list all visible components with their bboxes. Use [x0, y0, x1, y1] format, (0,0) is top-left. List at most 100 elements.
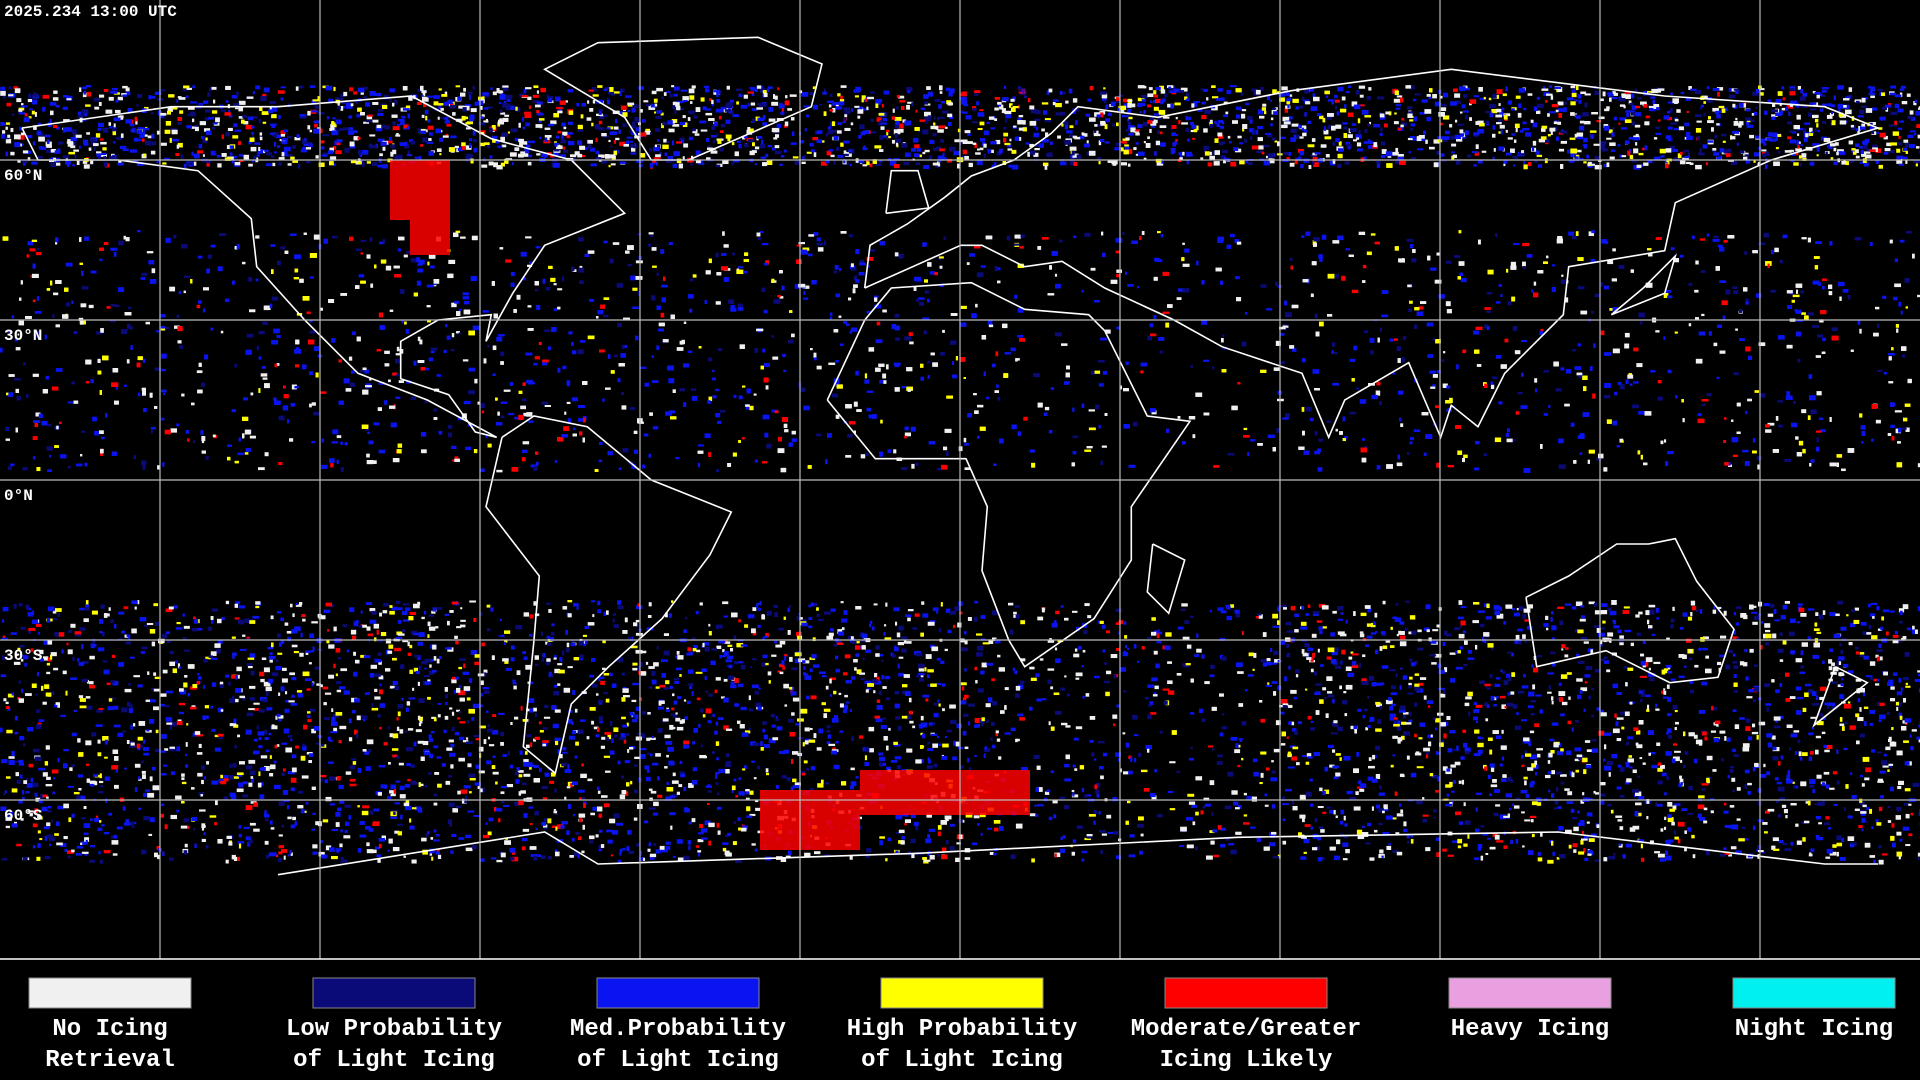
icing-pixel	[648, 105, 656, 110]
icing-pixel	[1762, 153, 1767, 158]
icing-pixel	[120, 133, 124, 138]
icing-pixel	[1203, 88, 1208, 92]
icing-pixel	[525, 122, 530, 127]
icing-pixel	[974, 90, 981, 94]
icing-pixel	[1381, 149, 1387, 154]
icing-pixel	[15, 427, 19, 433]
icing-pixel	[461, 146, 466, 150]
icing-pixel	[676, 100, 684, 104]
icing-pixel	[1437, 162, 1441, 167]
icing-pixel	[1103, 87, 1106, 90]
icing-pixel	[374, 92, 382, 97]
icing-pixel	[277, 145, 281, 148]
icing-pixel	[1701, 403, 1707, 407]
icing-pixel	[840, 142, 844, 147]
icing-pixel	[1604, 108, 1610, 112]
icing-pixel	[875, 99, 882, 103]
icing-pixel	[75, 134, 82, 138]
icing-pixel	[1861, 97, 1866, 103]
icing-pixel	[1811, 131, 1814, 135]
icing-pixel	[58, 141, 64, 145]
icing-pixel	[1882, 106, 1888, 111]
icing-pixel	[1245, 102, 1250, 106]
icing-pixel	[1489, 103, 1496, 109]
icing-pixel	[1606, 162, 1610, 168]
icing-pixel	[672, 120, 675, 124]
icing-pixel	[754, 89, 759, 92]
icing-pixel	[1683, 149, 1690, 153]
icing-pixel	[1594, 164, 1602, 170]
icing-pixel	[1154, 151, 1157, 156]
icing-pixel	[500, 136, 505, 142]
icing-pixel	[1797, 147, 1800, 152]
icing-pixel	[1054, 273, 1058, 277]
icing-pixel	[1624, 332, 1630, 338]
icing-pixel	[639, 153, 646, 158]
icing-pixel	[571, 342, 574, 346]
icing-pixel	[1045, 132, 1049, 138]
icing-pixel	[1604, 125, 1610, 131]
icing-pixel	[1264, 132, 1272, 135]
icing-pixel	[1044, 406, 1050, 411]
icing-pixel	[77, 111, 82, 115]
icing-pixel	[1359, 399, 1367, 404]
icing-pixel	[554, 141, 557, 144]
icing-pixel	[843, 150, 847, 154]
icing-pixel	[1663, 115, 1670, 120]
icing-pixel	[568, 121, 574, 125]
icing-pixel	[1187, 116, 1192, 120]
icing-pixel	[1140, 370, 1144, 374]
icing-pixel	[1367, 123, 1371, 127]
icing-pixel	[1247, 162, 1253, 166]
icing-pixel	[97, 128, 102, 131]
icing-pixel	[1591, 112, 1598, 115]
icing-pixel	[1861, 141, 1865, 145]
icing-pixel	[812, 104, 819, 110]
icing-pixel	[331, 122, 337, 128]
icing-pixel	[1695, 114, 1702, 118]
icing-pixel	[1041, 128, 1045, 132]
icing-pixel	[1186, 151, 1192, 157]
icing-pixel	[167, 107, 173, 112]
icing-pixel	[1721, 108, 1726, 113]
icing-pixel	[759, 143, 766, 149]
icing-pixel	[1075, 120, 1078, 125]
icing-pixel	[1033, 152, 1039, 157]
icing-pixel	[833, 135, 839, 141]
icing-pixel	[1015, 358, 1020, 361]
icing-pixel	[1209, 119, 1213, 123]
icing-pixel	[408, 96, 413, 101]
icing-pixel	[1649, 106, 1656, 112]
icing-pixel	[1857, 129, 1860, 134]
icing-pixel	[1267, 134, 1273, 138]
icing-pixel	[1582, 112, 1589, 117]
icing-pixel	[595, 137, 598, 142]
icing-pixel	[1241, 113, 1246, 119]
icing-pixel	[710, 135, 717, 138]
icing-pixel	[1472, 151, 1479, 154]
icing-pixel	[1888, 124, 1893, 127]
icing-pixel	[65, 160, 71, 165]
icing-pixel	[1596, 120, 1602, 123]
icing-pixel	[511, 162, 514, 166]
icing-pixel	[1270, 99, 1273, 102]
icing-pixel	[1017, 308, 1024, 313]
icing-pixel	[1143, 85, 1147, 89]
icing-pixel	[587, 144, 592, 150]
icing-pixel	[1290, 128, 1297, 134]
icing-pixel	[331, 121, 335, 125]
icing-pixel	[1105, 104, 1109, 110]
icing-pixel	[1396, 95, 1403, 98]
icing-pixel	[151, 429, 154, 434]
icing-pixel	[399, 142, 406, 146]
icing-pixel	[500, 112, 506, 115]
icing-pixel	[246, 96, 254, 99]
icing-pixel	[1460, 133, 1465, 137]
icing-pixel	[1395, 160, 1400, 165]
icing-pixel	[1024, 95, 1027, 98]
icing-pixel	[990, 127, 996, 130]
icing-pixel	[864, 98, 868, 102]
icing-pixel	[398, 118, 405, 122]
icing-pixel	[1807, 415, 1811, 420]
icing-pixel	[1890, 150, 1895, 154]
